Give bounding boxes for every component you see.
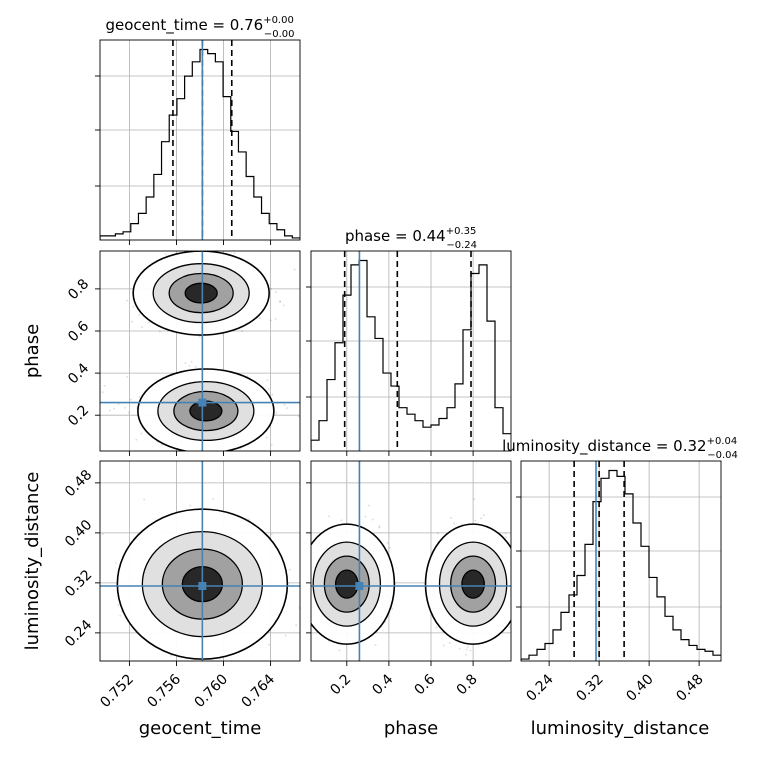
x-tick-label: 0.756 — [144, 671, 184, 711]
x-axis-label-phase: phase — [384, 718, 438, 739]
title-geocent_time: geocent_time = 0.76+0.00 −0.00 — [106, 15, 295, 40]
contour-level — [184, 282, 218, 304]
title-luminosity_distance: luminosity_distance = 0.32+0.04 −0.04 — [502, 436, 738, 461]
x-tick-label: 0.40 — [623, 671, 656, 704]
panel-frame — [310, 460, 512, 662]
x-tick-label: 0.764 — [239, 671, 279, 711]
panel-frame — [310, 250, 512, 452]
x-tick-label: 0.4 — [369, 671, 396, 698]
truth-point — [198, 582, 207, 590]
hist-panel-geocent_time: geocent_time = 0.76+0.00 −0.00 — [95, 15, 301, 245]
title-sub: −0.04 — [707, 450, 738, 461]
y-tick-label: 0.4 — [65, 360, 92, 387]
title-sub: −0.24 — [446, 240, 477, 251]
x-axis-label-geocent_time: geocent_time — [139, 718, 262, 739]
title-sup: +0.04 — [707, 436, 738, 447]
x-tick-label: 0.760 — [191, 671, 231, 711]
panel-content — [100, 251, 300, 451]
panel-frame — [99, 250, 301, 452]
title-main: phase = 0.44 — [345, 227, 446, 245]
panel-frame — [520, 460, 722, 662]
panel-frame — [99, 460, 301, 662]
scatter-panel-phase-luminosity_distance: 0.2 0.4 0.6 0.8 — [306, 460, 512, 698]
histogram-luminosity_distance — [521, 469, 721, 661]
contour-level — [461, 569, 485, 599]
truth-point — [198, 398, 207, 407]
y-tick-label: 0.6 — [65, 318, 92, 345]
title-main: geocent_time = 0.76 — [106, 16, 264, 35]
hist-panel-phase: phase = 0.44+0.35 −0.24 — [306, 226, 512, 456]
panel-content — [311, 498, 511, 656]
x-tick-label: 0.752 — [97, 671, 137, 711]
y-axis-label-luminosity_distance: luminosity_distance — [22, 472, 43, 651]
title-phase: phase = 0.44+0.35 −0.24 — [345, 226, 477, 251]
title-sub: −0.00 — [264, 29, 295, 40]
y-tick-label: 0.8 — [65, 276, 92, 303]
title-sup: +0.00 — [263, 15, 294, 26]
histogram-phase — [311, 259, 511, 451]
histogram-geocent_time — [100, 48, 300, 240]
y-tick-label: 0.24 — [62, 617, 95, 650]
y-tick-label: 0.48 — [62, 467, 95, 500]
contour-level — [334, 569, 359, 599]
x-tick-label: 0.8 — [454, 671, 481, 698]
title-main: luminosity_distance = 0.32 — [502, 437, 706, 456]
x-tick-label: 0.24 — [523, 671, 556, 704]
x-tick-label: 0.2 — [327, 671, 354, 698]
hist-panel-luminosity_distance: 0.24 0.32 0.40 0.48 luminosity_distance = 0.… — [502, 436, 738, 705]
scatter-panel-geocent_time-phase: 0.2 0.4 0.6 0.8 — [65, 250, 301, 456]
y-tick-label: 0.40 — [62, 517, 95, 550]
x-tick-label: 0.48 — [673, 671, 706, 704]
scatter-panel-geocent_time-luminosity_distance: 0.752 0.756 0.760 0.764 0.24 0.32 0.40 0.48 — [62, 460, 301, 711]
x-tick-label: 0.32 — [573, 671, 606, 704]
x-tick-label: 0.6 — [412, 671, 439, 698]
panel-frame — [99, 39, 301, 241]
x-axis-label-luminosity_distance: luminosity_distance — [531, 718, 710, 739]
truth-point — [355, 582, 364, 590]
y-tick-label: 0.2 — [65, 402, 92, 429]
y-axis-label-phase: phase — [22, 324, 43, 378]
title-sup: +0.35 — [446, 226, 477, 237]
y-tick-label: 0.32 — [62, 567, 95, 600]
